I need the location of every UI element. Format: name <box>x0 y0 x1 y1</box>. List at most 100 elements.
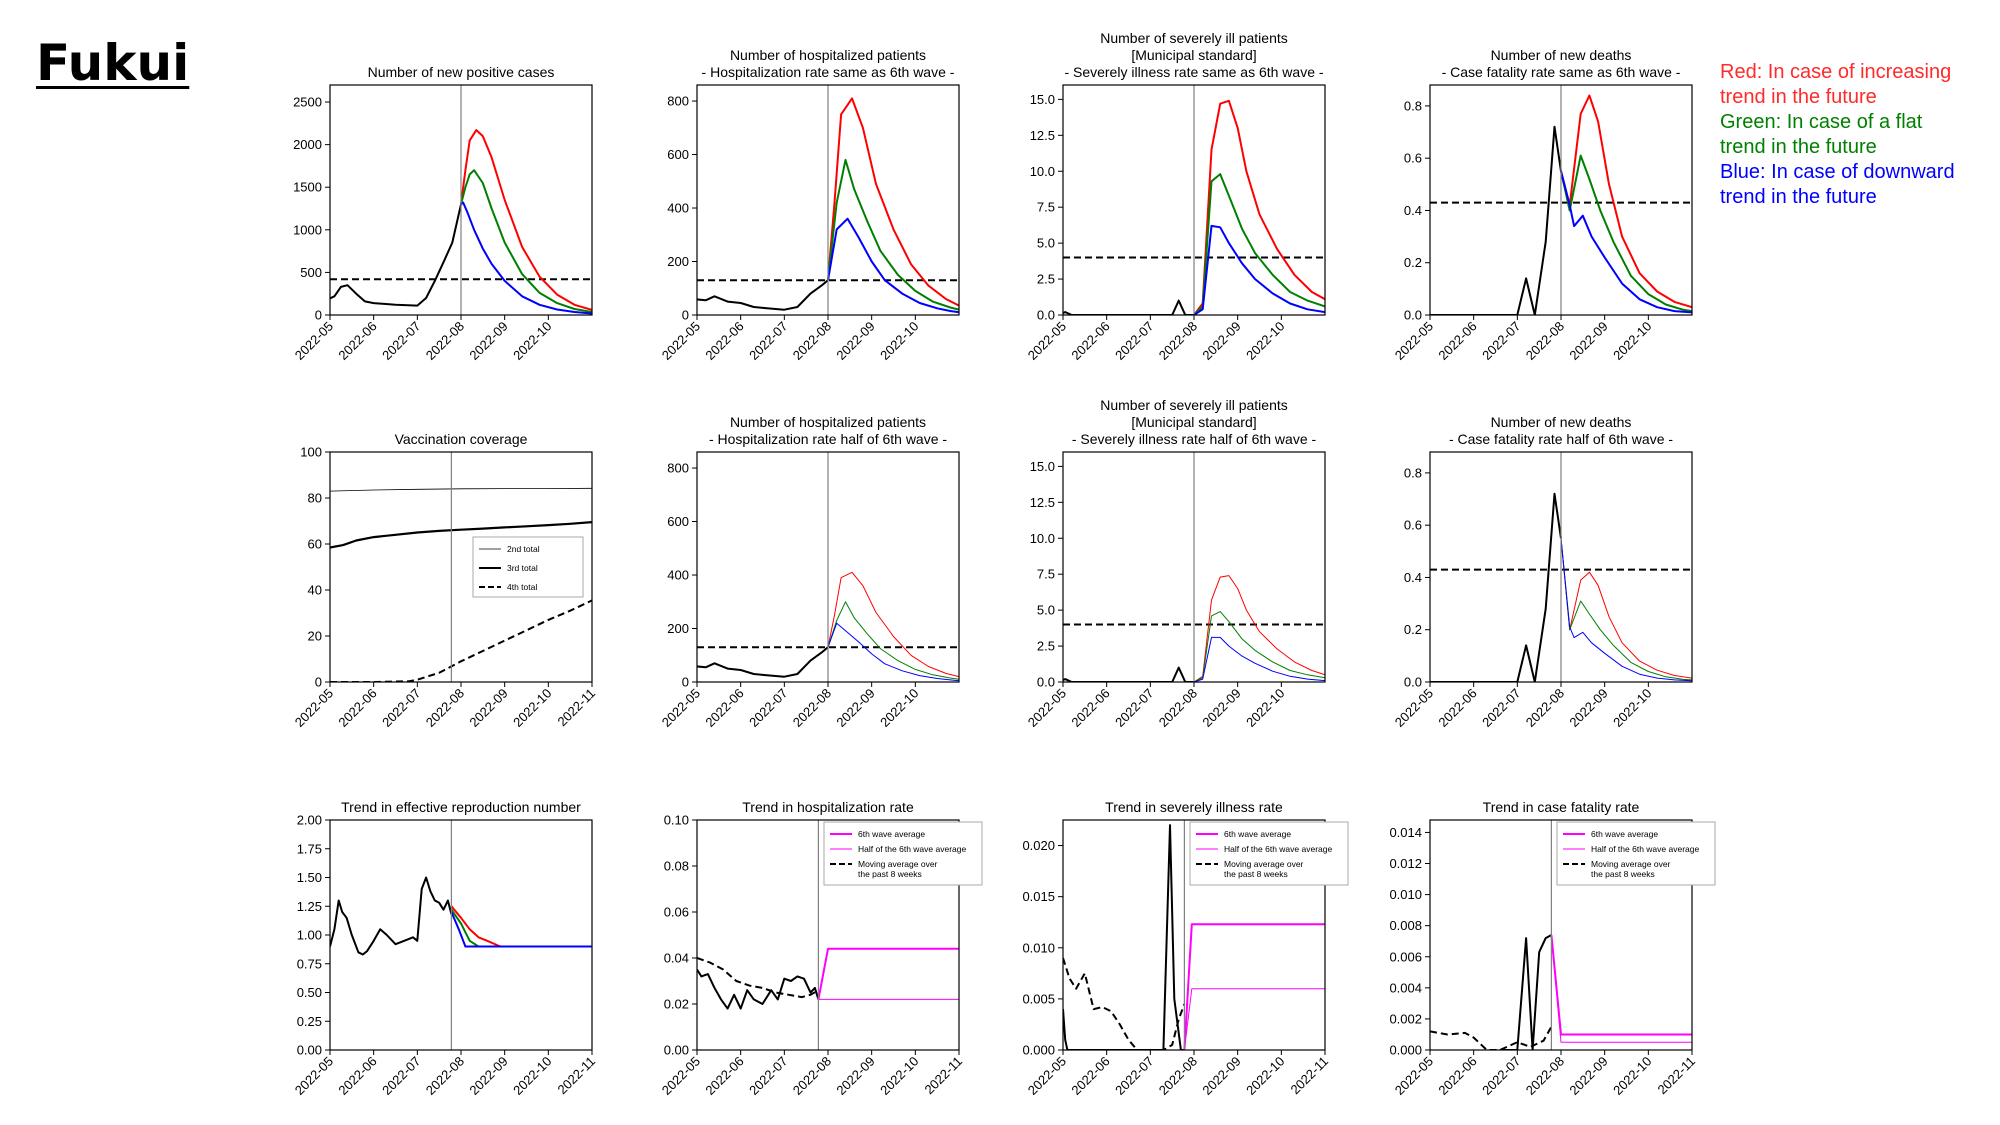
y-tick-label: 0.012 <box>1389 856 1422 871</box>
y-tick-label: 0.02 <box>664 997 689 1012</box>
x-tick-label: 2022-10 <box>510 1054 554 1098</box>
series-green-2 <box>1193 173 1325 315</box>
y-tick-label: 0 <box>315 308 322 323</box>
legend-label: 6th wave average <box>1591 829 1658 839</box>
y-tick-label: 2500 <box>293 95 322 110</box>
legend-label: Moving average over the past 8 weeks <box>1591 859 1671 879</box>
y-tick-label: 0.4 <box>1404 203 1422 218</box>
y-tick-label: 15.0 <box>1030 92 1055 107</box>
series-magenta-2 <box>1550 934 1692 1036</box>
x-tick-label: 2022-10 <box>510 319 554 363</box>
x-tick-label: 2022-10 <box>877 1054 921 1098</box>
y-tick-label: 5.0 <box>1037 236 1055 251</box>
chart-title: Number of hospitalized patients <box>730 47 926 63</box>
y-tick-label: 80 <box>308 491 322 506</box>
y-tick-label: 400 <box>667 201 689 216</box>
y-tick-label: 0.010 <box>1389 887 1422 902</box>
series-red-1 <box>460 129 592 311</box>
x-tick-label: 2022-09 <box>1566 319 1610 363</box>
series-green-2 <box>1560 538 1692 681</box>
x-tick-label: 2022-08 <box>1156 1054 1200 1098</box>
chart-legend: 2nd total 3rd total 4th total <box>472 536 584 598</box>
x-tick-label: 2022-06 <box>1068 686 1112 730</box>
x-tick-label: 2022-07 <box>746 1054 790 1098</box>
plot-area <box>1430 492 1692 682</box>
legend-label: 6th wave average <box>858 829 925 839</box>
x-tick-label: 2022-08 <box>1156 686 1200 730</box>
plot-frame <box>1062 451 1326 683</box>
plot-area <box>1063 575 1325 682</box>
x-tick-label: 2022-08 <box>423 686 467 730</box>
y-tick-label: 600 <box>667 147 689 162</box>
y-tick-label: 0.06 <box>664 905 689 920</box>
x-tick-label: 2022-10 <box>1610 1054 1654 1098</box>
x-tick-label: 2022-06 <box>335 686 379 730</box>
legend-label: Half of the 6th wave average <box>1224 844 1332 854</box>
chart-title: Number of severely ill patients <box>1100 397 1288 413</box>
series-black-0 <box>1063 824 1185 1050</box>
series-black-0 <box>697 646 829 678</box>
x-tick-label: 2022-10 <box>1243 319 1287 363</box>
plot-area <box>330 129 592 315</box>
y-tick-label: 0.000 <box>1022 1043 1055 1058</box>
y-tick-label: 10.0 <box>1030 531 1055 546</box>
x-tick-label: 2022-09 <box>1566 686 1610 730</box>
series-blue-3 <box>1560 171 1692 314</box>
y-tick-label: 2.5 <box>1037 272 1055 287</box>
y-tick-label: 0.08 <box>664 859 689 874</box>
y-tick-label: 0.04 <box>664 951 689 966</box>
plot-area <box>697 97 959 314</box>
y-tick-label: 500 <box>300 265 322 280</box>
y-tick-label: 12.5 <box>1030 128 1055 143</box>
x-tick-label: 2022-10 <box>1610 686 1654 730</box>
series-magenta-2 <box>1183 923 1325 1050</box>
x-tick-label: 2022-09 <box>466 319 510 363</box>
series-red-1 <box>1193 575 1325 682</box>
x-tick-label: 2022-06 <box>1435 686 1479 730</box>
series-black-0 <box>1430 492 1562 682</box>
y-tick-label: 0.008 <box>1389 918 1422 933</box>
chart-c24: Number of new deaths- Case fatality rate… <box>1392 414 1693 730</box>
plot-frame <box>329 84 593 316</box>
chart-title: Number of hospitalized patients <box>730 414 926 430</box>
y-tick-label: 2.5 <box>1037 639 1055 654</box>
legend-label: Half of the 6th wave average <box>858 844 966 854</box>
chart-title: - Severely illness rate half of 6th wave… <box>1072 431 1317 447</box>
x-tick-label: 2022-06 <box>702 1054 746 1098</box>
series-green-2 <box>450 909 592 948</box>
y-tick-label: 0.4 <box>1404 570 1422 585</box>
x-tick-label: 2022-09 <box>466 1054 510 1098</box>
x-tick-label: 2022-09 <box>1199 319 1243 363</box>
x-tick-label: 2022-07 <box>1479 1054 1523 1098</box>
plot-frame <box>696 451 960 683</box>
y-tick-label: 0.014 <box>1389 825 1422 840</box>
legend-box <box>823 821 983 886</box>
plot-frame <box>1429 819 1693 1051</box>
plot-frame <box>1429 84 1693 316</box>
chart-c32: Trend in hospitalization rate 0.00 0.02 0.0… <box>659 799 983 1098</box>
chart-c14: Number of new deaths- Case fatality rate… <box>1392 47 1693 363</box>
series-red-1 <box>1560 94 1692 309</box>
series-red-1 <box>827 97 959 307</box>
series-black-0 <box>330 487 592 492</box>
series-black-1 <box>330 521 592 549</box>
y-tick-label: 200 <box>667 621 689 636</box>
plot-area <box>330 876 592 956</box>
y-tick-label: 0.000 <box>1389 1043 1422 1058</box>
y-tick-label: 0.004 <box>1389 980 1422 995</box>
x-tick-label: 2022-10 <box>1610 319 1654 363</box>
x-tick-label: 2022-09 <box>833 1054 877 1098</box>
chart-title: - Severely illness rate same as 6th wave… <box>1064 64 1323 80</box>
x-tick-label: 2022-05 <box>659 1054 703 1098</box>
series-black-0 <box>1499 934 1552 1050</box>
y-tick-label: 0.75 <box>297 956 322 971</box>
chart-title: - Hospitalization rate half of 6th wave … <box>709 431 947 447</box>
y-tick-label: 0.006 <box>1389 949 1422 964</box>
x-tick-label: 2022-06 <box>1068 319 1112 363</box>
x-tick-label: 2022-08 <box>790 686 834 730</box>
x-tick-label: 2022-07 <box>746 319 790 363</box>
chart-title: [Municipal standard] <box>1131 414 1256 430</box>
x-tick-label: 2022-06 <box>335 319 379 363</box>
